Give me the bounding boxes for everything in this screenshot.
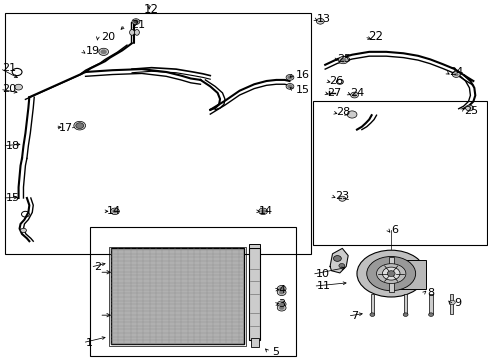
Bar — [109, 247, 245, 346]
Text: 15: 15 — [6, 193, 20, 203]
Circle shape — [338, 264, 344, 268]
Text: 24: 24 — [349, 88, 363, 98]
Circle shape — [279, 287, 284, 291]
Text: 3: 3 — [278, 299, 285, 309]
Circle shape — [465, 105, 472, 111]
Bar — [388, 257, 393, 292]
Text: 10: 10 — [315, 269, 329, 279]
Text: 7: 7 — [350, 311, 358, 321]
Circle shape — [20, 228, 26, 233]
Circle shape — [369, 313, 374, 316]
Text: 27: 27 — [326, 88, 341, 98]
Text: 25: 25 — [336, 54, 350, 64]
Circle shape — [316, 18, 324, 24]
Circle shape — [340, 58, 346, 62]
Circle shape — [15, 84, 22, 90]
Circle shape — [285, 84, 293, 89]
Bar — [111, 248, 243, 344]
Text: 15: 15 — [295, 85, 309, 95]
Text: 9: 9 — [453, 298, 460, 308]
Circle shape — [277, 289, 285, 296]
Circle shape — [101, 50, 106, 54]
Text: 22: 22 — [367, 30, 382, 43]
Circle shape — [382, 267, 399, 280]
Ellipse shape — [129, 30, 134, 35]
Circle shape — [448, 300, 454, 305]
Circle shape — [287, 76, 292, 79]
Text: 14: 14 — [106, 206, 121, 216]
Text: 2: 2 — [94, 262, 101, 272]
Circle shape — [99, 48, 108, 55]
Text: 1: 1 — [86, 338, 93, 348]
Bar — [249, 248, 260, 340]
Circle shape — [279, 306, 284, 310]
Ellipse shape — [376, 264, 405, 284]
Circle shape — [287, 85, 292, 88]
Circle shape — [258, 208, 267, 215]
Polygon shape — [329, 248, 347, 273]
Circle shape — [333, 256, 341, 261]
Text: 26: 26 — [328, 76, 343, 86]
Circle shape — [133, 20, 138, 23]
Ellipse shape — [366, 256, 415, 291]
Circle shape — [279, 291, 284, 294]
Text: 6: 6 — [390, 225, 397, 235]
Text: 25: 25 — [464, 105, 478, 116]
Text: 4: 4 — [278, 285, 285, 295]
Ellipse shape — [356, 250, 425, 297]
Bar — [111, 248, 243, 344]
Circle shape — [110, 208, 119, 215]
Text: 23: 23 — [334, 191, 348, 201]
Circle shape — [277, 305, 285, 311]
Text: 11: 11 — [316, 281, 330, 291]
Text: 20: 20 — [101, 32, 115, 42]
Text: 24: 24 — [448, 67, 462, 77]
Circle shape — [260, 210, 265, 213]
Text: 21: 21 — [131, 20, 145, 30]
Circle shape — [277, 301, 285, 307]
Text: 28: 28 — [335, 107, 349, 117]
Circle shape — [350, 92, 358, 98]
Circle shape — [346, 111, 356, 118]
Circle shape — [453, 73, 457, 76]
Bar — [250, 338, 258, 347]
Text: 13: 13 — [316, 14, 330, 24]
Text: 5: 5 — [271, 347, 278, 357]
Bar — [449, 294, 452, 314]
Circle shape — [338, 57, 347, 64]
Text: 20: 20 — [2, 84, 17, 94]
Text: 16: 16 — [295, 69, 309, 80]
Bar — [370, 294, 373, 314]
Circle shape — [386, 271, 394, 276]
Text: 12: 12 — [144, 3, 159, 15]
Text: 17: 17 — [59, 123, 73, 133]
Circle shape — [74, 121, 85, 130]
Bar — [90, 227, 295, 356]
Text: 14: 14 — [259, 206, 273, 216]
Circle shape — [76, 123, 83, 129]
Bar — [390, 260, 426, 289]
Circle shape — [402, 313, 407, 316]
Circle shape — [132, 19, 140, 24]
Text: 8: 8 — [426, 288, 433, 298]
Circle shape — [451, 72, 459, 77]
Circle shape — [112, 210, 117, 213]
Circle shape — [427, 313, 432, 316]
Text: 18: 18 — [6, 141, 20, 151]
Ellipse shape — [134, 30, 139, 35]
Circle shape — [279, 302, 284, 306]
Bar — [249, 244, 260, 248]
Text: 21: 21 — [2, 63, 17, 73]
Circle shape — [285, 75, 293, 80]
Bar — [403, 294, 407, 314]
Circle shape — [352, 94, 356, 96]
Bar — [428, 294, 432, 314]
Circle shape — [277, 285, 285, 292]
Circle shape — [338, 196, 345, 201]
Bar — [312, 101, 486, 245]
Bar — [5, 13, 310, 254]
Text: 19: 19 — [85, 46, 100, 56]
